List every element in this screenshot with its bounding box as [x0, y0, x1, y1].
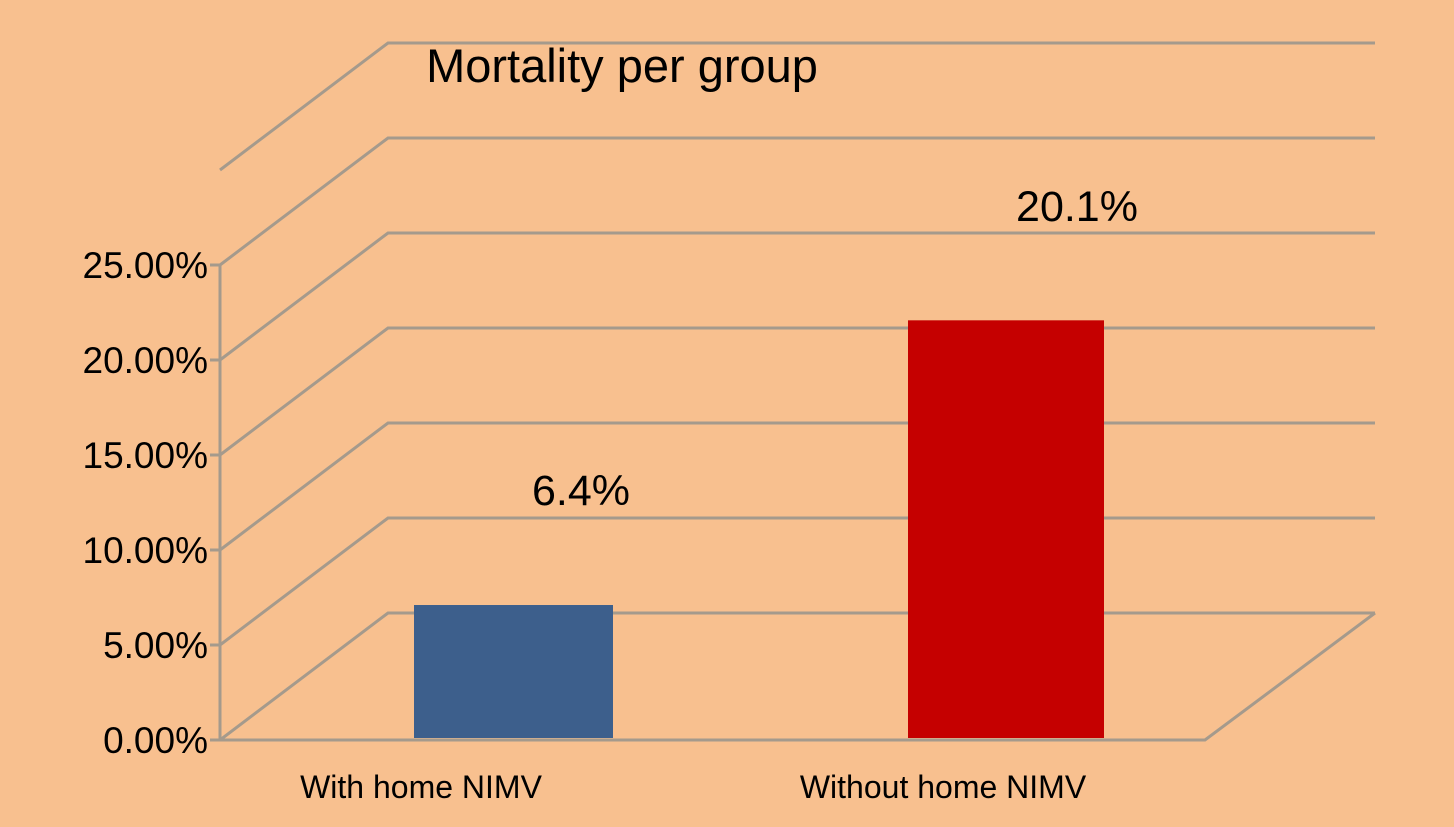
x-tick-label: With home NIMV — [300, 769, 542, 805]
gridline — [219, 136, 1375, 267]
x-axis-labels: With home NIMV Without home NIMV — [300, 769, 1087, 805]
data-labels: 6.4% 20.1% — [532, 183, 1138, 515]
y-tick-label: 5.00% — [103, 625, 208, 666]
gridline — [219, 611, 1375, 742]
y-tick-label: 20.00% — [83, 340, 209, 381]
y-tick-label: 0.00% — [103, 720, 208, 761]
gridline — [219, 516, 1375, 647]
gridlines — [219, 41, 1376, 742]
gridline — [219, 41, 1375, 172]
bar — [414, 605, 613, 738]
bar — [908, 320, 1104, 738]
gridline — [219, 326, 1375, 457]
gridline — [219, 231, 1375, 362]
gridline — [219, 421, 1375, 552]
y-tick-label: 15.00% — [83, 435, 209, 476]
chart-title: Mortality per group — [426, 39, 818, 92]
x-tick-label: Without home NIMV — [800, 769, 1087, 805]
y-tick-label: 10.00% — [83, 530, 209, 571]
data-label: 20.1% — [1016, 183, 1138, 231]
bars — [414, 320, 1104, 738]
y-axis: 0.00% 5.00% 10.00% 15.00% 20.00% 25.00% — [83, 245, 222, 761]
data-label: 6.4% — [532, 467, 630, 515]
chart-floor — [220, 611, 1376, 742]
y-tick-label: 25.00% — [83, 245, 209, 286]
